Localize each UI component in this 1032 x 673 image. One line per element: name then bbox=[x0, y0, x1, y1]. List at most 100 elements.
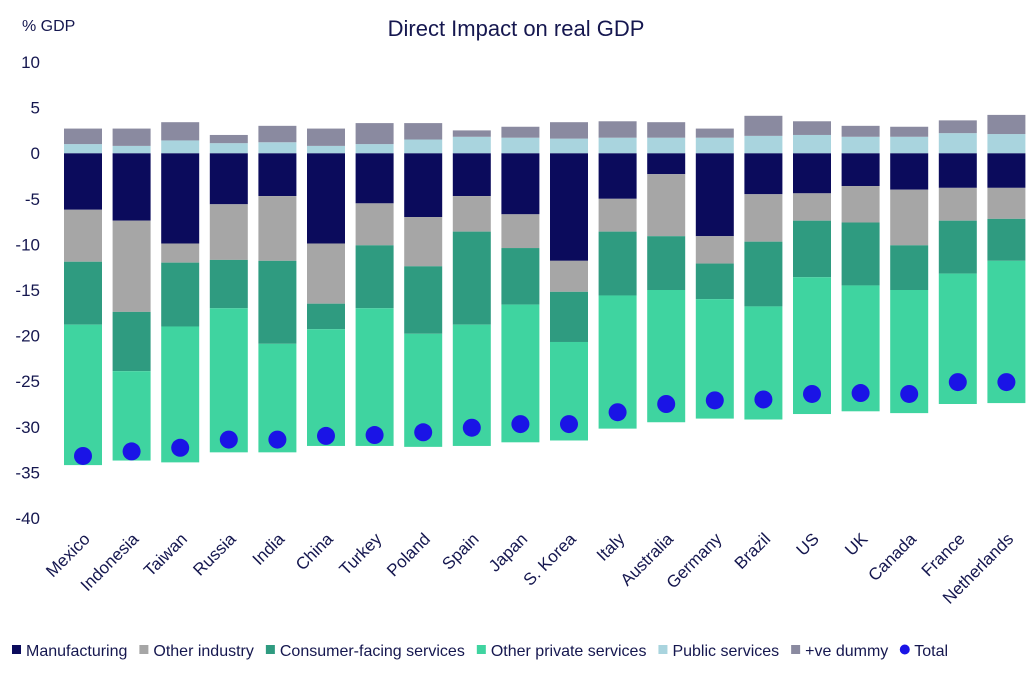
bar-segment-consumer-facing-services-india bbox=[258, 260, 297, 344]
bar-segment-manufacturing-us bbox=[793, 153, 831, 194]
y-tick-label: -25 bbox=[15, 372, 40, 391]
bar-segment-other-industry-us bbox=[793, 193, 831, 221]
x-tick-label: Russia bbox=[189, 529, 240, 580]
x-tick-label: Brazil bbox=[731, 529, 774, 572]
bar-segment-manufacturing-canada bbox=[890, 153, 929, 190]
bar-segment-consumer-facing-services-australia bbox=[647, 236, 686, 290]
bar-segment-other-industry-brazil bbox=[744, 194, 783, 242]
legend-item: +ve dummy bbox=[791, 643, 888, 660]
bar-segment-consumer-facing-services-canada bbox=[890, 245, 929, 290]
bar-segment-manufacturing-netherlands bbox=[987, 153, 1026, 188]
bar-segment-public-services-russia bbox=[209, 143, 248, 154]
bar-segment-other-private-services-turkey bbox=[355, 308, 394, 446]
bar-segment-public-services-turkey bbox=[355, 144, 394, 154]
bar-segment-consumer-facing-services-turkey bbox=[355, 245, 394, 309]
legend-item: Total bbox=[899, 643, 948, 660]
bar-segment-public-services-china bbox=[307, 145, 345, 154]
bar-segment-consumer-facing-services-taiwan bbox=[161, 262, 200, 327]
bar-segment-other-industry-uk bbox=[841, 186, 880, 223]
bar-segment-ve-dummy-us bbox=[793, 121, 831, 135]
bar-segment-manufacturing-turkey bbox=[355, 153, 394, 204]
x-tick-label: Spain bbox=[438, 529, 482, 573]
bar-segment-manufacturing-mexico bbox=[64, 153, 102, 210]
legend-swatch bbox=[791, 645, 801, 654]
y-tick-label: -40 bbox=[15, 509, 40, 528]
bar-segment-ve-dummy-germany bbox=[695, 128, 734, 138]
total-marker-japan bbox=[511, 415, 530, 434]
bar-segment-public-services-poland bbox=[404, 139, 443, 154]
legend-label: Consumer-facing services bbox=[280, 643, 465, 660]
bar-segment-ve-dummy-france bbox=[938, 120, 977, 134]
bar-segment-other-industry-mexico bbox=[64, 209, 102, 262]
bar-segment-other-industry-australia bbox=[647, 174, 686, 237]
y-tick-label: -10 bbox=[15, 235, 40, 254]
total-marker-canada bbox=[900, 384, 919, 403]
bar-segment-ve-dummy-canada bbox=[890, 126, 929, 137]
bar-segment-manufacturing-indonesia bbox=[112, 153, 151, 221]
bar-segment-public-services-brazil bbox=[744, 135, 783, 154]
legend-swatch bbox=[658, 645, 668, 654]
total-marker-france bbox=[948, 373, 967, 392]
bar-segment-ve-dummy-turkey bbox=[355, 123, 394, 145]
bar-segment-public-services-uk bbox=[841, 136, 880, 154]
bar-segment-consumer-facing-services-italy bbox=[598, 231, 637, 296]
total-marker-indonesia bbox=[122, 442, 141, 461]
bar-segment-ve-dummy-netherlands bbox=[987, 114, 1026, 135]
bars bbox=[64, 114, 1026, 466]
bar-segment-manufacturing-china bbox=[307, 153, 345, 244]
total-marker-china bbox=[317, 426, 335, 445]
bar-segment-ve-dummy-russia bbox=[209, 134, 248, 144]
legend-label: Total bbox=[914, 643, 948, 660]
legend-swatch bbox=[12, 645, 21, 654]
bar-segment-other-industry-spain bbox=[452, 196, 491, 232]
bar-segment-public-services-germany bbox=[695, 137, 734, 154]
bar-segment-ve-dummy-s-korea bbox=[550, 122, 588, 139]
legend-item: Consumer-facing services bbox=[265, 643, 465, 660]
y-tick-label: -20 bbox=[15, 327, 40, 346]
bar-segment-other-industry-russia bbox=[209, 204, 248, 260]
bar-segment-manufacturing-poland bbox=[404, 153, 443, 218]
bar-segment-ve-dummy-japan bbox=[501, 126, 540, 138]
bar-segment-other-industry-netherlands bbox=[987, 187, 1026, 219]
bar-segment-consumer-facing-services-russia bbox=[209, 259, 248, 309]
bar-segment-other-private-services-mexico bbox=[64, 324, 102, 466]
total-marker-brazil bbox=[754, 390, 773, 409]
y-tick-label: -35 bbox=[15, 463, 40, 482]
bar-segment-consumer-facing-services-netherlands bbox=[987, 218, 1026, 261]
bar-segment-ve-dummy-brazil bbox=[744, 115, 783, 136]
bar-segment-consumer-facing-services-s-korea bbox=[550, 291, 588, 342]
bar-segment-other-industry-france bbox=[938, 187, 977, 221]
bar-segment-consumer-facing-services-japan bbox=[501, 248, 540, 305]
y-tick-label: -5 bbox=[25, 190, 40, 209]
bar-segment-consumer-facing-services-spain bbox=[452, 231, 491, 325]
y-tick-label: 0 bbox=[31, 144, 40, 163]
bar-segment-public-services-spain bbox=[452, 136, 491, 154]
total-marker-spain bbox=[462, 418, 481, 437]
bar-segment-public-services-s-korea bbox=[550, 138, 588, 154]
legend-label: +ve dummy bbox=[805, 643, 888, 660]
legend-item: Other industry bbox=[139, 643, 254, 660]
x-tick-label: Italy bbox=[593, 529, 629, 565]
bar-segment-public-services-taiwan bbox=[161, 140, 200, 154]
bar-segment-consumer-facing-services-brazil bbox=[744, 241, 783, 307]
total-marker-uk bbox=[851, 384, 870, 403]
bar-segment-ve-dummy-spain bbox=[452, 130, 491, 137]
legend-label: Manufacturing bbox=[26, 643, 127, 660]
bar-segment-public-services-mexico bbox=[64, 144, 102, 154]
x-tick-label: China bbox=[292, 529, 337, 574]
legend-label: Public services bbox=[672, 643, 779, 660]
bar-segment-consumer-facing-services-china bbox=[307, 303, 345, 330]
x-tick-label: India bbox=[249, 529, 289, 569]
bar-segment-manufacturing-australia bbox=[647, 153, 686, 175]
bar-segment-manufacturing-india bbox=[258, 153, 297, 197]
bar-segment-consumer-facing-services-us bbox=[793, 220, 831, 278]
bar-segment-public-services-australia bbox=[647, 137, 686, 154]
legend-label: Other industry bbox=[153, 643, 253, 660]
bar-segment-other-industry-india bbox=[258, 196, 297, 261]
x-tick-label: Canada bbox=[864, 529, 920, 585]
total-marker-s-korea bbox=[560, 415, 578, 434]
bar-segment-public-services-us bbox=[793, 134, 831, 154]
bar-segment-other-industry-italy bbox=[598, 198, 637, 232]
